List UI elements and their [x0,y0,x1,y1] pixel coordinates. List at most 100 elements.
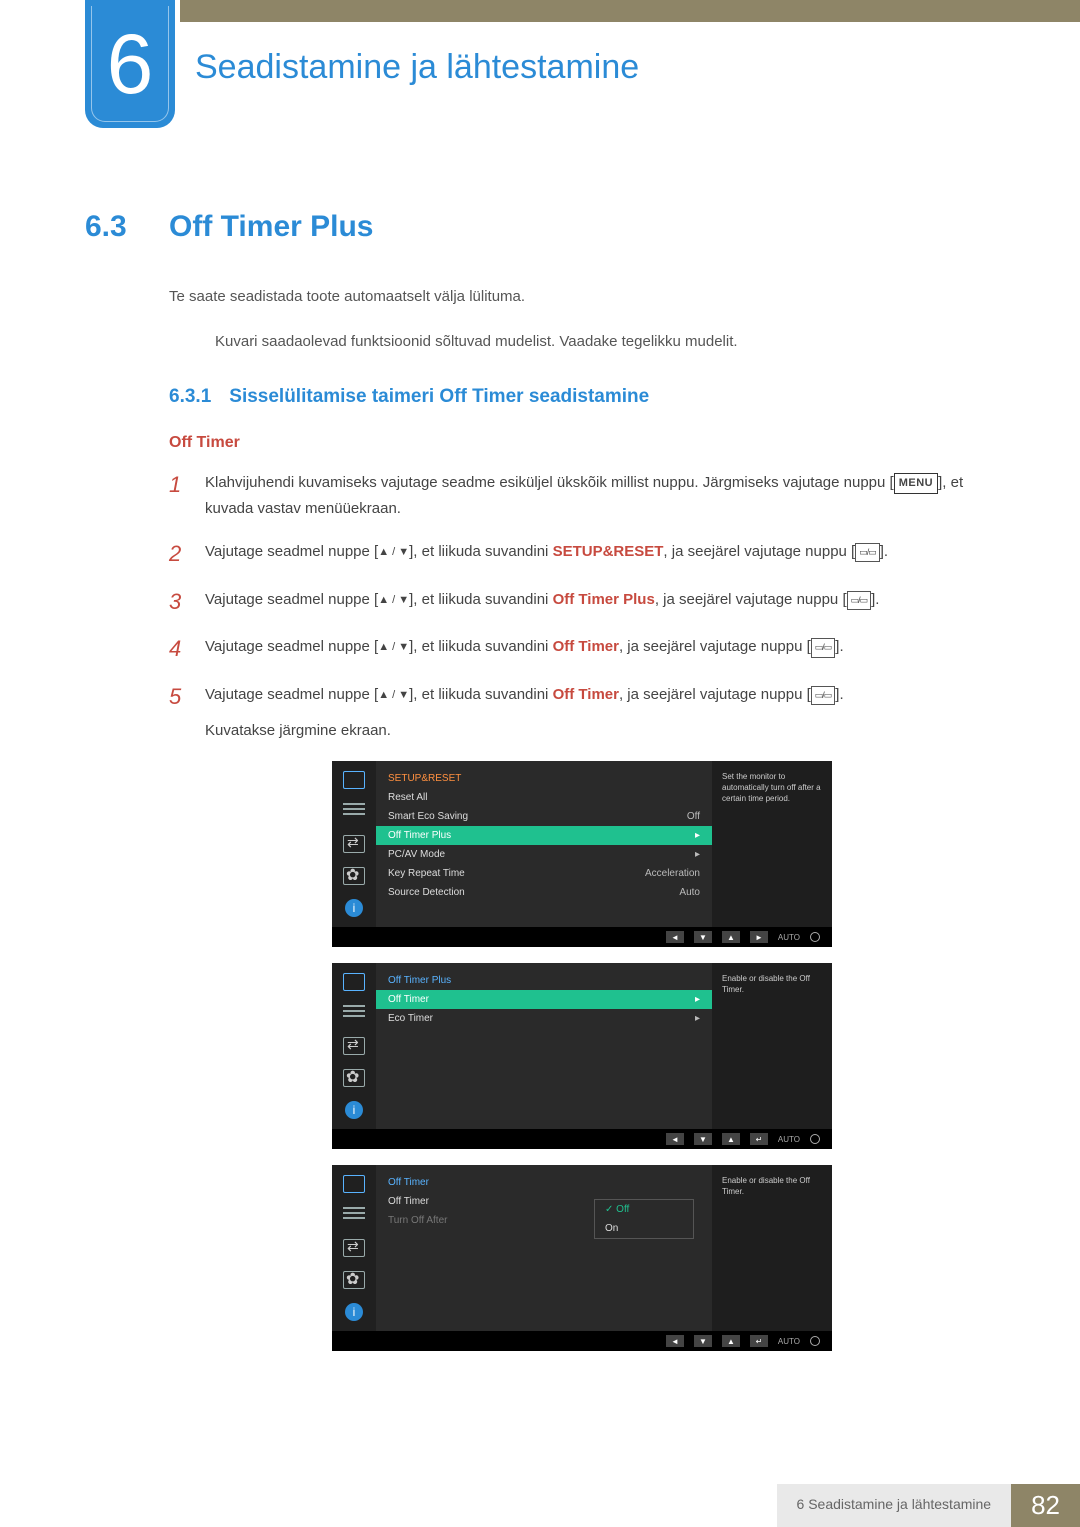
enter-icon: ▭/▭ [847,591,872,610]
popup-option-off: Off [595,1200,693,1219]
nav-down-icon: ▼ [694,1133,712,1145]
up-down-icon: ▲ / ▼ [378,641,409,653]
step-num-1: 1 [169,470,187,521]
top-band [180,0,1080,22]
info-icon: i [345,899,363,917]
step-5: 5 Vajutage seadmel nuppe [▲ / ▼], et lii… [169,682,995,743]
popup-option-on: On [595,1219,693,1238]
osd-menu-item: Smart Eco SavingOff [376,807,712,826]
section-heading: 6.3 Off Timer Plus [85,210,995,244]
osd-menu-item: Source DetectionAuto [376,883,712,902]
osd-menu-3: Off Timer Off TimerTurn Off After Off On [376,1165,712,1331]
menu-box: MENU [894,473,938,494]
chapter-number: 6 [107,22,154,106]
osd-menu-item: Reset All [376,788,712,807]
section-number: 6.3 [85,210,147,244]
osd-title-3: Off Timer [376,1173,712,1192]
osd-menu-item: Off Timer▸ [376,990,712,1009]
enter-icon: ▭/▭ [811,638,836,657]
nav-left-icon: ◄ [666,931,684,943]
osd-title-2: Off Timer Plus [376,971,712,990]
enter-icon: ▭/▭ [855,543,880,562]
osd-help-2: Enable or disable the Off Timer. [712,963,832,1129]
osd-sidebar: i [332,1165,376,1331]
content-area: 6.3 Off Timer Plus Te saate seadistada t… [85,210,995,1351]
intro-text: Te saate seadistada toote automaatselt v… [169,288,995,305]
nav-up-icon: ▲ [722,1133,740,1145]
step-list: 1 Klahvijuhendi kuvamiseks vajutage sead… [169,470,995,743]
osd-title-1: SETUP&RESET [376,769,712,788]
gear-icon [343,1271,365,1289]
osd-sidebar: i [332,761,376,927]
nav-enter-icon: ↵ [750,1133,768,1145]
nav-up-icon: ▲ [722,931,740,943]
nav-down-icon: ▼ [694,1335,712,1347]
up-down-icon: ▲ / ▼ [378,546,409,558]
step-4: 4 Vajutage seadmel nuppe [▲ / ▼], et lii… [169,634,995,664]
step-3: 3 Vajutage seadmel nuppe [▲ / ▼], et lii… [169,587,995,617]
osd-menu-1: SETUP&RESET Reset AllSmart Eco SavingOff… [376,761,712,927]
osd-navbar: ◄ ▼ ▲ ► AUTO [332,927,832,947]
subsection-title: Sisselülitamise taimeri Off Timer seadis… [229,386,649,408]
chapter-tab: 6 [85,0,175,128]
info-icon: i [345,1101,363,1119]
step-text-3: Vajutage seadmel nuppe [▲ / ▼], et liiku… [205,587,879,617]
nav-auto: AUTO [778,1135,800,1144]
gear-icon [343,867,365,885]
nav-left-icon: ◄ [666,1133,684,1145]
monitor-icon [343,771,365,789]
up-down-icon: ▲ / ▼ [378,689,409,701]
osd-help-1: Set the monitor to automatically turn of… [712,761,832,927]
osd-off-timer-plus: i Off Timer Plus Off Timer▸Eco Timer▸ En… [332,963,832,1149]
chapter-title: Seadistamine ja lähtestamine [195,48,639,87]
list-icon [343,1005,365,1023]
nav-auto: AUTO [778,1337,800,1346]
nav-enter-icon: ↵ [750,1335,768,1347]
step-text-1: Klahvijuhendi kuvamiseks vajutage seadme… [205,470,995,521]
nav-left-icon: ◄ [666,1335,684,1347]
osd-screenshots: i SETUP&RESET Reset AllSmart Eco SavingO… [169,761,995,1351]
monitor-icon [343,973,365,991]
osd-off-timer: i Off Timer Off TimerTurn Off After Off … [332,1165,832,1351]
page-footer: 6 Seadistamine ja lähtestamine 82 [0,1484,1080,1527]
list-icon [343,1207,365,1225]
osd-navbar: ◄ ▼ ▲ ↵ AUTO [332,1331,832,1351]
osd-sidebar: i [332,963,376,1129]
step-2: 2 Vajutage seadmel nuppe [▲ / ▼], et lii… [169,539,995,569]
nav-down-icon: ▼ [694,931,712,943]
step-num-5: 5 [169,682,187,743]
power-icon [810,932,820,942]
manual-page: 6 Seadistamine ja lähtestamine 6.3 Off T… [0,0,1080,1527]
nav-right-icon: ► [750,931,768,943]
arrows-icon [343,835,365,853]
note-text: Kuvari saadaolevad funktsioonid sõltuvad… [215,333,995,350]
up-down-icon: ▲ / ▼ [378,594,409,606]
osd-menu-2: Off Timer Plus Off Timer▸Eco Timer▸ [376,963,712,1129]
enter-icon: ▭/▭ [811,686,836,705]
nav-auto: AUTO [778,933,800,942]
power-icon [810,1336,820,1346]
power-icon [810,1134,820,1144]
step-num-4: 4 [169,634,187,664]
osd-navbar: ◄ ▼ ▲ ↵ AUTO [332,1129,832,1149]
step-text-2: Vajutage seadmel nuppe [▲ / ▼], et liiku… [205,539,888,569]
subsection-number: 6.3.1 [169,386,211,408]
step-text-4: Vajutage seadmel nuppe [▲ / ▼], et liiku… [205,634,844,664]
step-num-3: 3 [169,587,187,617]
arrows-icon [343,1037,365,1055]
osd-help-3: Enable or disable the Off Timer. [712,1165,832,1331]
step-num-2: 2 [169,539,187,569]
sub-heading: Off Timer [169,434,995,452]
osd-menu-item: PC/AV Mode▸ [376,845,712,864]
nav-up-icon: ▲ [722,1335,740,1347]
footer-page-number: 82 [1011,1484,1080,1527]
arrows-icon [343,1239,365,1257]
osd-menu-item: Key Repeat TimeAcceleration [376,864,712,883]
osd-popup: Off On [594,1199,694,1239]
section-title: Off Timer Plus [169,210,374,244]
monitor-icon [343,1175,365,1193]
gear-icon [343,1069,365,1087]
osd-setup-reset: i SETUP&RESET Reset AllSmart Eco SavingO… [332,761,832,947]
step-1: 1 Klahvijuhendi kuvamiseks vajutage sead… [169,470,995,521]
step-text-5: Vajutage seadmel nuppe [▲ / ▼], et liiku… [205,682,844,743]
